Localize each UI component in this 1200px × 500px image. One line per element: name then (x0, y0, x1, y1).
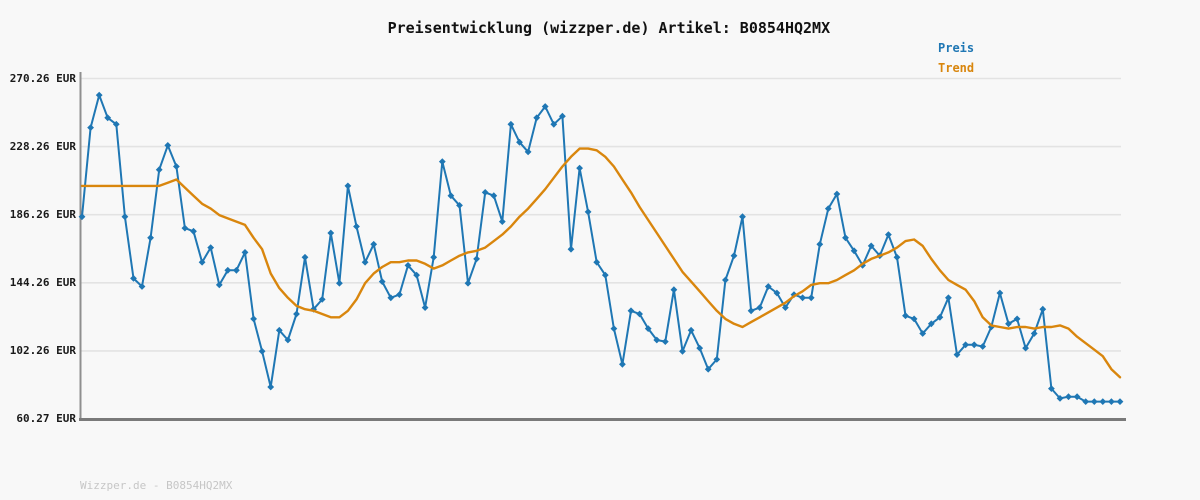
y-axis-tick-label: 102.26 EUR (9, 343, 76, 357)
y-axis-tick-label: 186.26 EUR (9, 207, 76, 221)
preis-markers (78, 91, 1124, 405)
y-axis-tick-label: 144.26 EUR (9, 275, 76, 289)
y-axis-tick-label: 270.26 EUR (9, 71, 76, 85)
y-axis-tick-label: 228.26 EUR (9, 139, 76, 153)
chart-legend: Preis Trend (938, 38, 974, 78)
chart-title: Preisentwicklung (wizzper.de) Artikel: B… (387, 19, 831, 37)
watermark-text: Wizzper.de - B0854HQ2MX (80, 479, 233, 492)
y-axis-tick-label: 60.27 EUR (16, 412, 76, 425)
legend-item-preis: Preis (938, 41, 975, 55)
preis-line (81, 94, 1121, 403)
trend-line (80, 147, 1122, 379)
legend-item-trend: Trend (938, 61, 975, 75)
